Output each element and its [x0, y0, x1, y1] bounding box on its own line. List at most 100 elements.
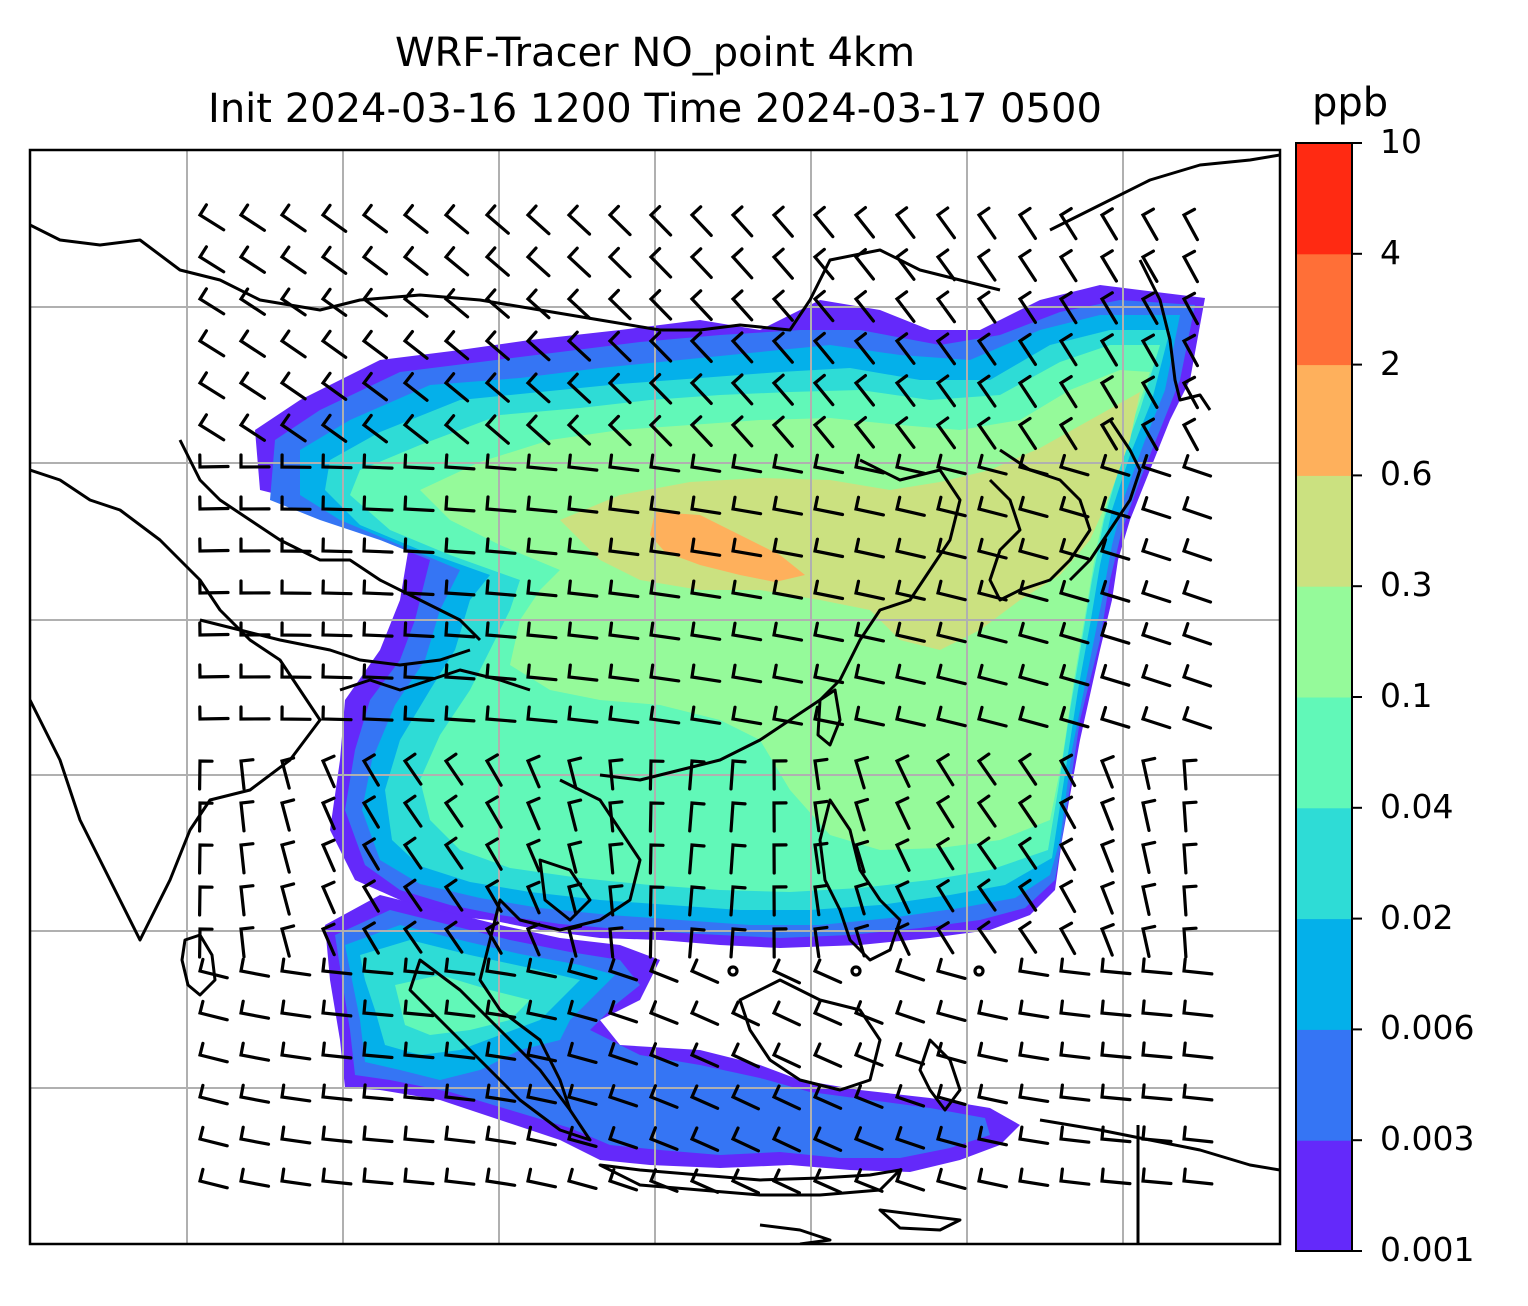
wind-barb [1059, 999, 1091, 1018]
wind-barb [730, 373, 754, 406]
wind-barb [567, 663, 599, 682]
wind-barb [936, 537, 967, 560]
wind-barb [772, 663, 804, 684]
coastline-timor [878, 1208, 962, 1232]
wind-barb [238, 413, 266, 442]
colorbar-tick-label: 4 [1380, 232, 1401, 272]
wind-barb [1182, 800, 1198, 833]
wind-barb [771, 1084, 801, 1111]
wind-barb [198, 759, 214, 791]
wind-barb [362, 999, 394, 1018]
wind-barb [1182, 1125, 1214, 1144]
wind-barb [238, 371, 266, 400]
wind-barb [1018, 1083, 1050, 1103]
wind-barb [813, 883, 829, 917]
wind-barb [607, 1168, 639, 1192]
wind-barb [690, 579, 722, 599]
wind-barb [485, 579, 517, 597]
wind-barb [1141, 1083, 1173, 1102]
wind-barb [1018, 1167, 1050, 1187]
wind-barb [977, 621, 1008, 644]
wind-barb [894, 416, 916, 449]
wind-barb [362, 1125, 394, 1144]
wind-barb [362, 663, 394, 680]
wind-barb [567, 579, 599, 598]
wind-barb [525, 754, 541, 789]
wind-barb [239, 663, 271, 679]
wind-barb [1059, 1125, 1091, 1144]
wind-barb [772, 537, 804, 558]
colorbar-tick-label: 0.3 [1380, 565, 1433, 605]
wind-barb [1141, 840, 1157, 874]
wind-barb [444, 1041, 476, 1060]
wind-barb [198, 453, 230, 469]
wind-barb [729, 843, 747, 875]
coastline-india [30, 468, 322, 942]
wind-barb [853, 290, 875, 323]
wind-barb [608, 758, 624, 791]
wind-barb [772, 495, 804, 516]
wind-barb [1018, 1041, 1050, 1061]
wind-barb [279, 329, 307, 359]
wind-barb [526, 999, 557, 1021]
colorbar-tick-label: 0.6 [1380, 454, 1433, 494]
wind-barb [976, 836, 997, 870]
wind-barb [320, 245, 348, 275]
coastline-russia-far-east [1049, 153, 1280, 232]
wind-barb [238, 329, 266, 358]
wind-barb [280, 756, 296, 790]
wind-barb [321, 453, 353, 470]
wind-barb [689, 289, 713, 321]
wind-barb [936, 1167, 967, 1190]
wind-barb [730, 415, 754, 448]
wind-barb [1181, 249, 1199, 284]
wind-barb [444, 663, 476, 681]
wind-barb [443, 330, 470, 361]
wind-barb [608, 537, 640, 557]
wind-barb [239, 453, 271, 469]
wind-barb [608, 926, 624, 959]
wind-barb [854, 579, 885, 601]
wind-barb [1140, 207, 1159, 241]
wind-barb [1182, 999, 1214, 1018]
wind-barb [977, 1041, 1008, 1063]
wind-barb [771, 958, 801, 985]
wind-barb [813, 757, 829, 791]
wind-barb [936, 1125, 967, 1148]
wind-barb [689, 1168, 720, 1194]
wind-barb [1058, 837, 1077, 872]
wind-barb [648, 205, 673, 237]
colorbar-bin [1296, 364, 1352, 476]
wind-barb [690, 663, 722, 683]
wind-barb [444, 453, 476, 471]
wind-barb [484, 837, 503, 871]
wind-barb [731, 705, 763, 726]
wind-barb [239, 1041, 271, 1062]
wind-barb [894, 796, 911, 830]
wind-barb [648, 801, 665, 833]
wind-barb [280, 999, 312, 1019]
calm-wind-circle [973, 965, 985, 977]
wind-barb [525, 246, 551, 278]
wind-barb [320, 203, 348, 233]
wind-barb [1141, 798, 1157, 832]
wind-barb [320, 922, 336, 957]
wind-barb [894, 374, 916, 407]
wind-barb [443, 246, 470, 277]
wind-barb [689, 331, 713, 363]
wind-barb [936, 1083, 967, 1106]
wind-barb [854, 495, 885, 517]
wind-barb [649, 705, 681, 725]
wind-barb [198, 1125, 229, 1148]
wind-barb [362, 537, 394, 554]
wind-barb [567, 999, 598, 1022]
wind-barb [689, 1042, 720, 1068]
wind-barb [689, 1126, 720, 1152]
wind-barb [853, 416, 875, 449]
wind-barb [361, 203, 388, 234]
wind-barb [1100, 999, 1132, 1018]
wind-barb [1100, 1083, 1132, 1102]
wind-barb [771, 1126, 801, 1153]
wind-barb [484, 204, 510, 235]
coastline-lesser-sunda [759, 1223, 832, 1244]
